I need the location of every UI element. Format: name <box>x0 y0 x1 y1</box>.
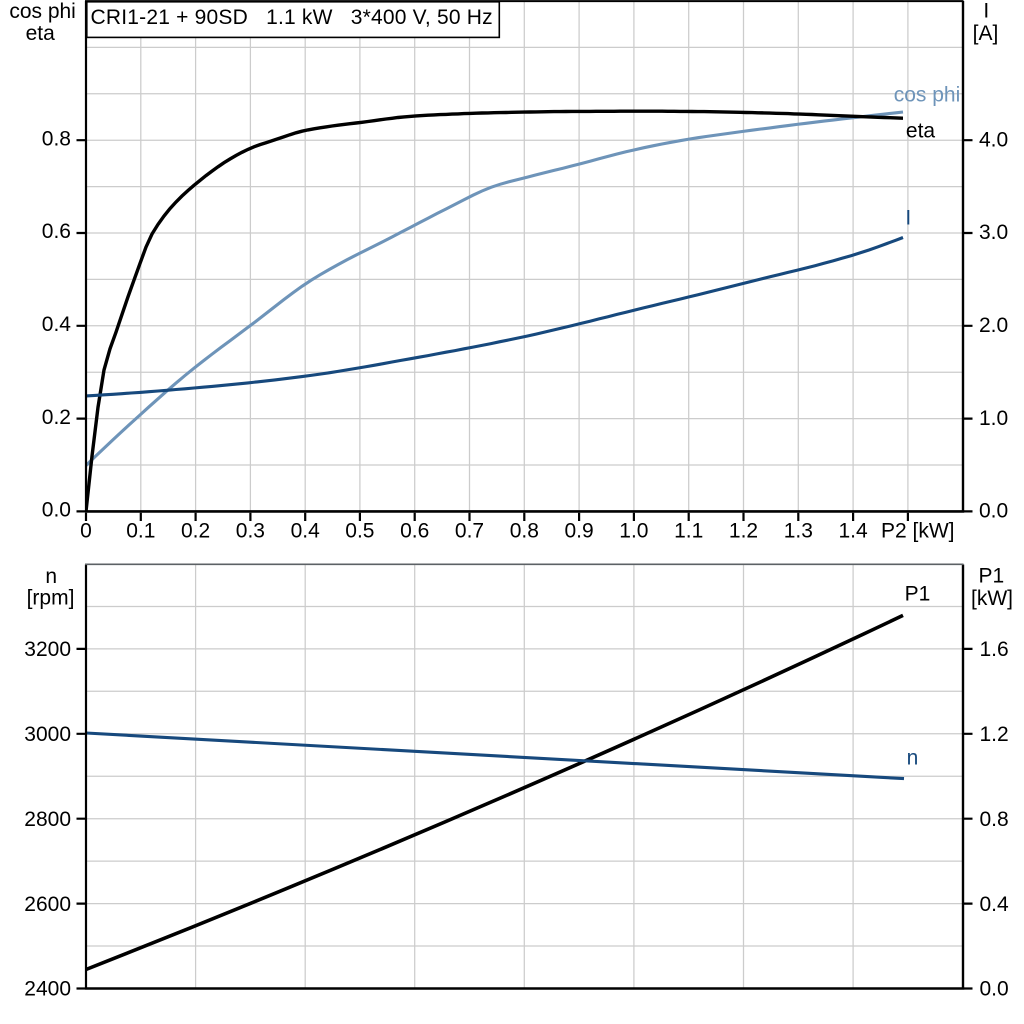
svg-text:0.8: 0.8 <box>980 808 1009 831</box>
svg-text:1.2: 1.2 <box>980 723 1009 746</box>
svg-text:I: I <box>905 206 911 229</box>
svg-text:0.0: 0.0 <box>979 500 1008 523</box>
svg-text:0.2: 0.2 <box>42 406 71 429</box>
svg-text:0.1: 0.1 <box>126 520 155 543</box>
svg-text:0.4: 0.4 <box>291 520 321 543</box>
svg-text:2600: 2600 <box>24 893 71 916</box>
svg-text:0.0: 0.0 <box>42 499 71 522</box>
svg-text:0.9: 0.9 <box>564 520 593 543</box>
svg-text:1.6: 1.6 <box>980 638 1009 661</box>
svg-text:cos phi: cos phi <box>9 0 76 23</box>
svg-text:2400: 2400 <box>24 978 71 1001</box>
svg-text:1.0: 1.0 <box>619 520 648 543</box>
svg-text:n: n <box>907 747 919 770</box>
svg-text:n: n <box>45 565 57 588</box>
svg-text:P2 [kW]: P2 [kW] <box>881 520 955 543</box>
svg-text:3000: 3000 <box>24 723 71 746</box>
svg-text:0.7: 0.7 <box>455 520 484 543</box>
svg-text:cos phi: cos phi <box>894 84 961 107</box>
svg-text:0.4: 0.4 <box>980 893 1010 916</box>
svg-text:eta: eta <box>906 119 936 142</box>
svg-text:0.5: 0.5 <box>345 520 374 543</box>
svg-text:2800: 2800 <box>24 808 71 831</box>
svg-text:1.3: 1.3 <box>784 520 813 543</box>
svg-text:P1: P1 <box>979 565 1005 588</box>
svg-text:[kW]: [kW] <box>971 587 1013 610</box>
svg-text:[rpm]: [rpm] <box>27 587 75 610</box>
svg-text:1.4: 1.4 <box>838 520 868 543</box>
svg-text:P1: P1 <box>905 582 931 605</box>
svg-text:2.0: 2.0 <box>979 314 1008 337</box>
svg-text:0.2: 0.2 <box>181 520 210 543</box>
svg-text:0: 0 <box>80 520 92 543</box>
svg-text:I: I <box>983 0 989 23</box>
svg-text:1.2: 1.2 <box>729 520 758 543</box>
svg-text:[A]: [A] <box>973 22 999 45</box>
svg-text:0.8: 0.8 <box>510 520 539 543</box>
svg-text:0.0: 0.0 <box>980 978 1009 1001</box>
svg-text:0.8: 0.8 <box>42 127 71 150</box>
svg-text:CRI1-21 + 90SD 1.1 kW 3*40: CRI1-21 + 90SD 1.1 kW 3*400 V, 50 Hz <box>91 6 493 29</box>
svg-text:4.0: 4.0 <box>979 128 1008 151</box>
svg-text:0.3: 0.3 <box>236 520 265 543</box>
svg-text:0.4: 0.4 <box>42 313 72 336</box>
svg-text:0.6: 0.6 <box>400 520 429 543</box>
svg-text:eta: eta <box>26 22 56 45</box>
svg-text:1.1: 1.1 <box>674 520 703 543</box>
svg-text:0.6: 0.6 <box>42 220 71 243</box>
svg-text:1.0: 1.0 <box>979 407 1008 430</box>
svg-text:3200: 3200 <box>24 638 71 661</box>
svg-text:3.0: 3.0 <box>979 221 1008 244</box>
